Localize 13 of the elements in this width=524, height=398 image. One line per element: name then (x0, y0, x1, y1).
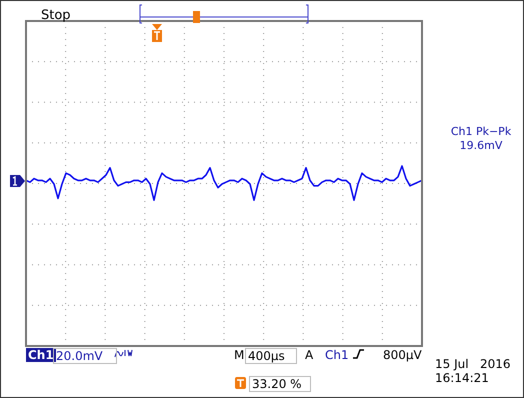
text: 20.0mV (53, 348, 117, 364)
text: 400µs (245, 348, 297, 364)
text: 16:14:21 (434, 371, 490, 385)
text: 800µV (382, 348, 423, 362)
text: A (304, 348, 314, 362)
text: 33.20 % (249, 376, 311, 392)
text: Ch1 Pk−Pk (450, 125, 512, 139)
text: 19.6mV (458, 139, 504, 153)
text: Stop (40, 8, 72, 23)
text: Ch1 (26, 348, 56, 362)
text: 15 Jul 2016 (434, 357, 512, 371)
text: Ch1 (324, 348, 350, 362)
text: M (233, 348, 246, 362)
